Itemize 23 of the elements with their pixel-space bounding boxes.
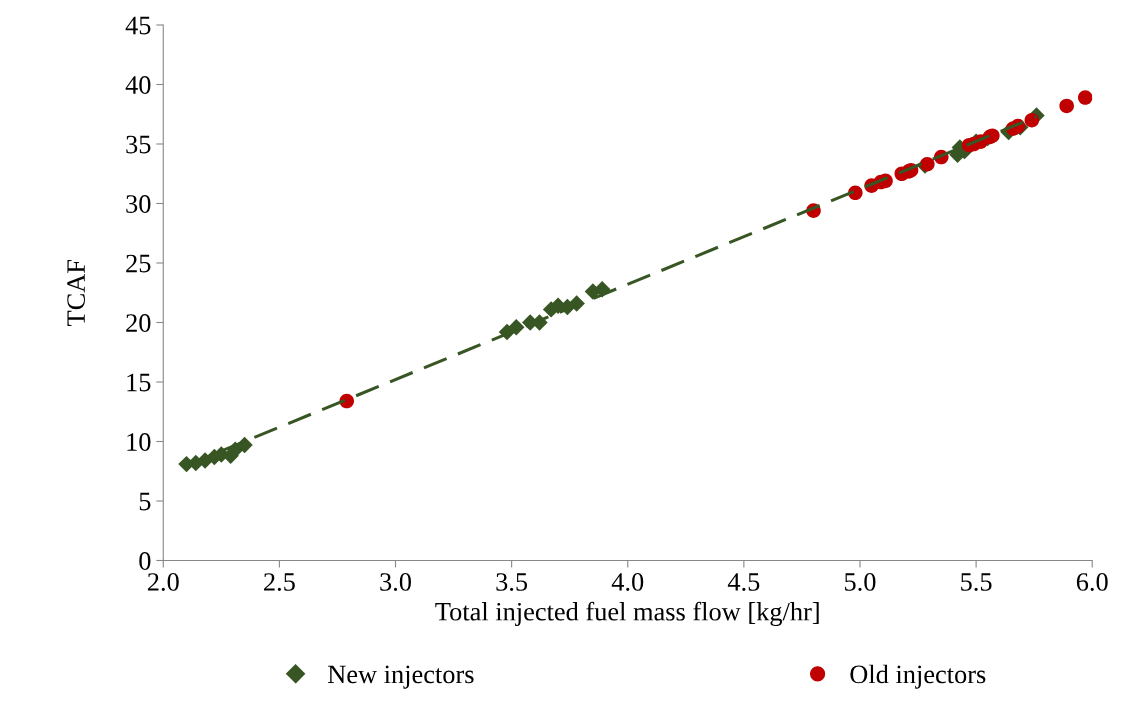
x-tick-label: 3.5 xyxy=(496,573,528,591)
y-tick-label: 15 xyxy=(127,373,151,392)
x-tick-label: 2.5 xyxy=(264,573,295,591)
y-tick-label: 30 xyxy=(126,195,151,213)
y-tick-label: 35 xyxy=(126,135,151,154)
x-tick-label: 2.0 xyxy=(147,573,179,591)
y-tick-label: 10 xyxy=(127,433,151,451)
x-tick-label: 5.5 xyxy=(961,573,992,591)
y-axis-title: TCAF xyxy=(67,259,85,326)
x-axis-title: Total injected fuel mass flow [kg/hr] xyxy=(435,601,819,627)
y-tick-label: 25 xyxy=(126,254,151,273)
x-tick-label: 4.0 xyxy=(611,573,644,591)
legend-label: New injectors xyxy=(328,665,474,689)
y-tick-label: 0 xyxy=(139,552,151,570)
y-tick-label: 40 xyxy=(125,76,151,94)
x-tick-label: 3.0 xyxy=(380,573,411,591)
y-tick-label: 20 xyxy=(126,314,151,332)
y-tick-label: 5 xyxy=(139,492,151,511)
x-tick-label: 4.5 xyxy=(727,573,760,591)
y-tick-label: 45 xyxy=(125,16,151,35)
legend-label: Old injectors xyxy=(850,664,986,689)
x-tick-label: 6.0 xyxy=(1076,573,1108,591)
x-tick-label: 5.0 xyxy=(845,573,876,591)
